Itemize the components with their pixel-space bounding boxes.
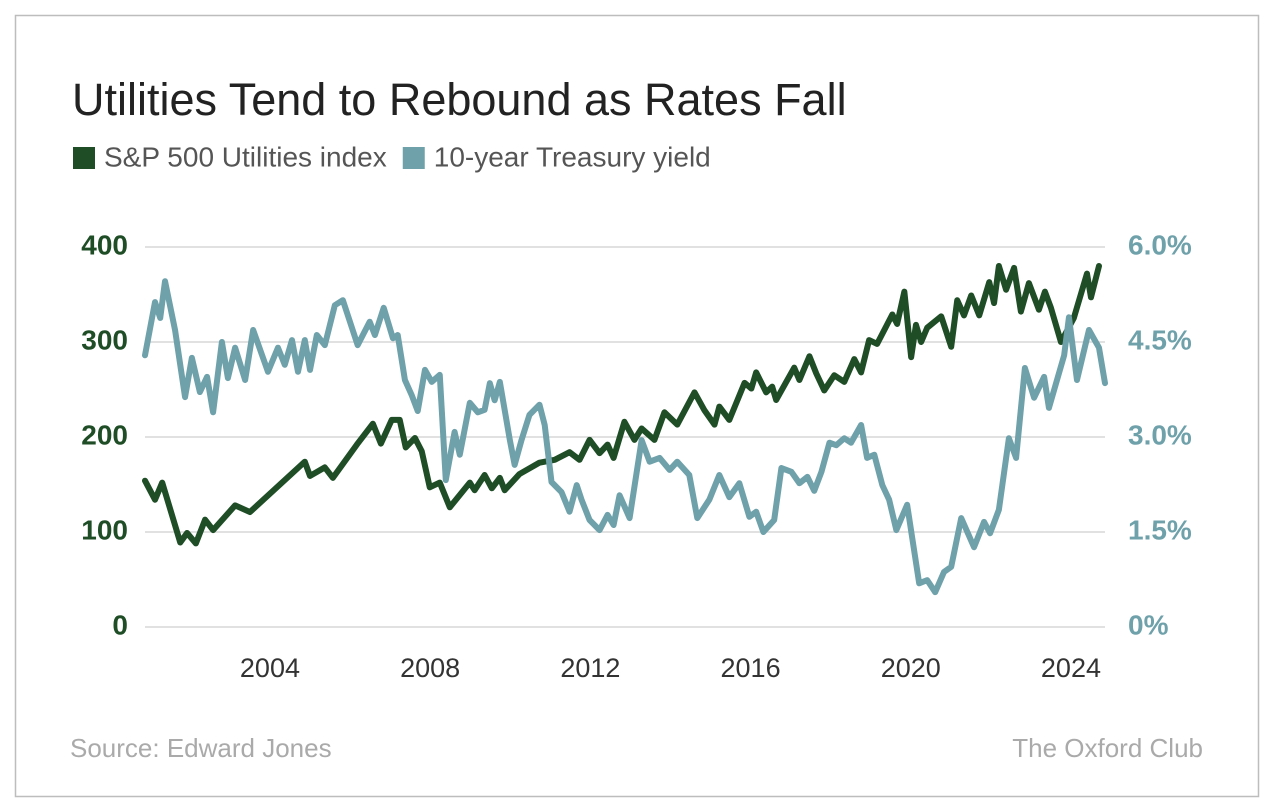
series-line	[142, 263, 1102, 547]
x-tick-label: 2024	[1041, 653, 1101, 683]
x-tick-label: 2004	[240, 653, 300, 683]
legend-swatch	[402, 147, 425, 169]
y-tick-label: 400	[81, 229, 128, 260]
y-tick-label: 200	[81, 419, 128, 450]
y2-tick-label: 3.0%	[1128, 419, 1192, 450]
y-tick-label: 300	[81, 324, 128, 355]
x-tick-label: 2008	[400, 653, 460, 683]
series-line	[142, 278, 1108, 596]
y-tick-label: 100	[81, 514, 128, 545]
legend-label: 10-year Treasury yield	[434, 141, 711, 172]
x-tick-label: 2016	[721, 653, 781, 683]
legend-swatch	[73, 147, 95, 169]
publisher: The Oxford Club	[1012, 733, 1203, 763]
y-tick-label: 0	[112, 609, 128, 640]
legend-label: S&P 500 Utilities index	[104, 141, 387, 172]
y2-tick-label: 6.0%	[1128, 229, 1192, 260]
source: Source: Edward Jones	[70, 733, 332, 763]
y2-tick-label: 0%	[1128, 609, 1169, 640]
x-tick-label: 2012	[560, 653, 620, 683]
x-tick-label: 2020	[881, 653, 941, 683]
chart-title: Utilities Tend to Rebound as Rates Fall	[72, 74, 847, 125]
y2-tick-label: 4.5%	[1128, 324, 1192, 355]
y2-tick-label: 1.5%	[1128, 514, 1192, 545]
